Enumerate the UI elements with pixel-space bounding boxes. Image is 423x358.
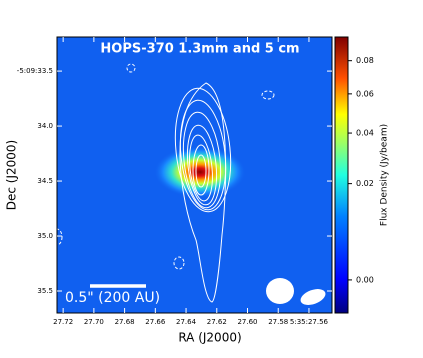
x-tick-label: 5:35:27.56	[290, 318, 329, 326]
x-tick-label: 27.72	[53, 318, 73, 326]
y-tick-label: -5:09:33.5	[17, 67, 53, 75]
emission-blob	[154, 146, 246, 198]
y-axis-label: Dec (J2000)	[5, 140, 19, 210]
colorbar-tick-label: 0.08	[356, 56, 374, 65]
x-tick-label: 27.60	[237, 318, 257, 326]
beam	[266, 278, 294, 304]
y-tick-label: 34.0	[37, 122, 53, 130]
y-tick-label: 34.5	[37, 177, 53, 185]
scale-bar-label: 0.5" (200 AU)	[65, 290, 160, 306]
colorbar	[334, 36, 349, 314]
chart-title: HOPS-370 1.3mm and 5 cm	[100, 42, 299, 57]
x-tick-label: 27.64	[176, 318, 197, 326]
y-tick-label: 35.0	[37, 232, 53, 240]
colorbar-tick-label: 0.04	[356, 129, 374, 138]
x-tick-label: 27.70	[84, 318, 104, 326]
x-axis-label: RA (J2000)	[178, 331, 241, 345]
x-tick-label: 27.58	[268, 318, 288, 326]
beam	[300, 289, 326, 305]
colorbar-tick-label: 0.02	[356, 179, 374, 188]
colorbar-tick-label: 0.06	[356, 89, 374, 98]
y-tick-label: 35.5	[37, 287, 53, 295]
plot-frame	[56, 36, 333, 314]
x-tick-label: 27.62	[207, 318, 227, 326]
colorbar-tick-label: 0.00	[356, 275, 374, 284]
x-tick-label: 27.66	[145, 318, 166, 326]
colorbar-label: Flux Density (Jy/beam)	[380, 124, 390, 226]
x-tick-label: 27.68	[115, 318, 135, 326]
